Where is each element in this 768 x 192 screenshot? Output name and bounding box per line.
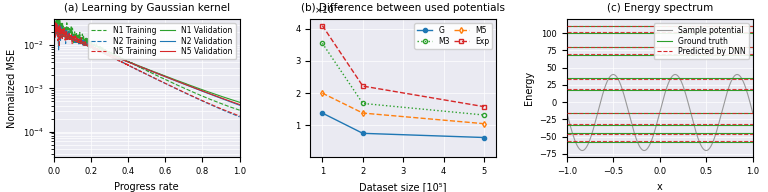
N5 Training: [210, 105, 219, 107]
Y-axis label: Normalized MSE: Normalized MSE: [8, 49, 18, 128]
N1 Training: [235, 109, 244, 111]
N2 Validation: [157, 74, 167, 76]
N1 Training: [157, 77, 167, 79]
N2 Validation: [190, 87, 200, 89]
N2 Training: [209, 105, 218, 107]
M3: [479, 114, 488, 116]
N1 Validation: [190, 86, 200, 88]
M5: [479, 122, 488, 125]
N2 Training: [190, 96, 200, 99]
N1 Validation: [209, 93, 218, 95]
G: [358, 132, 367, 134]
Exp: [358, 85, 367, 87]
Line: G: G: [320, 111, 486, 140]
M5: [358, 112, 367, 114]
N2 Training: [235, 116, 244, 118]
Line: N2 Training: N2 Training: [54, 24, 240, 117]
N1 Training: [209, 100, 218, 102]
N2 Validation: [210, 94, 219, 97]
N5 Validation: [61, 36, 70, 38]
N5 Training: [157, 81, 167, 83]
Y-axis label: Energy: Energy: [524, 71, 534, 105]
Exp: [479, 105, 488, 108]
M3: [358, 102, 367, 105]
Text: $\times10^{-4}$: $\times10^{-4}$: [314, 4, 344, 17]
N5 Training: [61, 31, 70, 33]
Exp: [318, 24, 327, 27]
N1 Validation: [49, 30, 58, 32]
N5 Validation: [190, 87, 200, 89]
N1 Training: [61, 30, 70, 32]
N1 Validation: [235, 101, 244, 103]
N5 Validation: [49, 31, 58, 33]
N5 Training: [235, 115, 244, 117]
N2 Validation: [49, 31, 58, 33]
N5 Validation: [162, 76, 171, 78]
G: [318, 112, 327, 114]
N5 Training: [49, 34, 58, 36]
N2 Validation: [235, 104, 244, 106]
N5 Validation: [209, 94, 218, 96]
M3: [318, 42, 327, 45]
Line: N1 Training: N1 Training: [54, 17, 240, 110]
N5 Validation: [235, 103, 244, 106]
N2 Validation: [162, 76, 171, 79]
Line: N1 Validation: N1 Validation: [54, 31, 240, 102]
Line: N2 Validation: N2 Validation: [54, 32, 240, 105]
N1 Training: [190, 92, 200, 94]
N1 Validation: [61, 36, 70, 38]
N1 Training: [162, 79, 171, 81]
N5 Training: [162, 83, 171, 85]
Title: (b) Difference between used potentials: (b) Difference between used potentials: [301, 3, 505, 13]
Line: M3: M3: [320, 41, 486, 117]
Title: (c) Energy spectrum: (c) Energy spectrum: [607, 3, 713, 13]
N2 Validation: [167, 78, 177, 81]
N1 Validation: [162, 75, 171, 78]
Line: N5 Validation: N5 Validation: [54, 32, 240, 105]
Line: N5 Training: N5 Training: [54, 22, 240, 116]
N2 Training: [162, 83, 171, 85]
N5 Training: [167, 86, 177, 88]
X-axis label: Dataset size [10⁵]: Dataset size [10⁵]: [359, 182, 447, 192]
N2 Training: [157, 81, 167, 83]
N1 Validation: [167, 78, 177, 80]
Legend: G, M3, M5, Exp: G, M3, M5, Exp: [414, 23, 492, 49]
N2 Validation: [61, 36, 70, 38]
N1 Training: [49, 15, 58, 18]
N2 Validation: [50, 31, 59, 33]
N5 Training: [190, 96, 200, 98]
N1 Validation: [157, 74, 167, 76]
X-axis label: Progress rate: Progress rate: [114, 182, 179, 192]
N2 Training: [61, 29, 70, 31]
Line: Exp: Exp: [320, 24, 486, 109]
M5: [318, 92, 327, 94]
N5 Validation: [157, 74, 167, 76]
X-axis label: x: x: [657, 182, 663, 192]
N2 Training: [167, 86, 177, 88]
Legend: Sample potential, Ground truth, Predicted by DNN: Sample potential, Ground truth, Predicte…: [654, 23, 749, 59]
Title: (a) Learning by Gaussian kernel: (a) Learning by Gaussian kernel: [64, 3, 230, 13]
Legend: N1 Training, N2 Training, N5 Training, N1 Validation, N2 Validation, N5 Validati: N1 Training, N2 Training, N5 Training, N…: [88, 23, 236, 59]
N1 Training: [167, 82, 177, 84]
N2 Training: [49, 23, 58, 25]
N5 Validation: [167, 78, 177, 80]
N5 Training: [49, 21, 58, 23]
Line: M5: M5: [320, 91, 486, 126]
G: [479, 136, 488, 139]
